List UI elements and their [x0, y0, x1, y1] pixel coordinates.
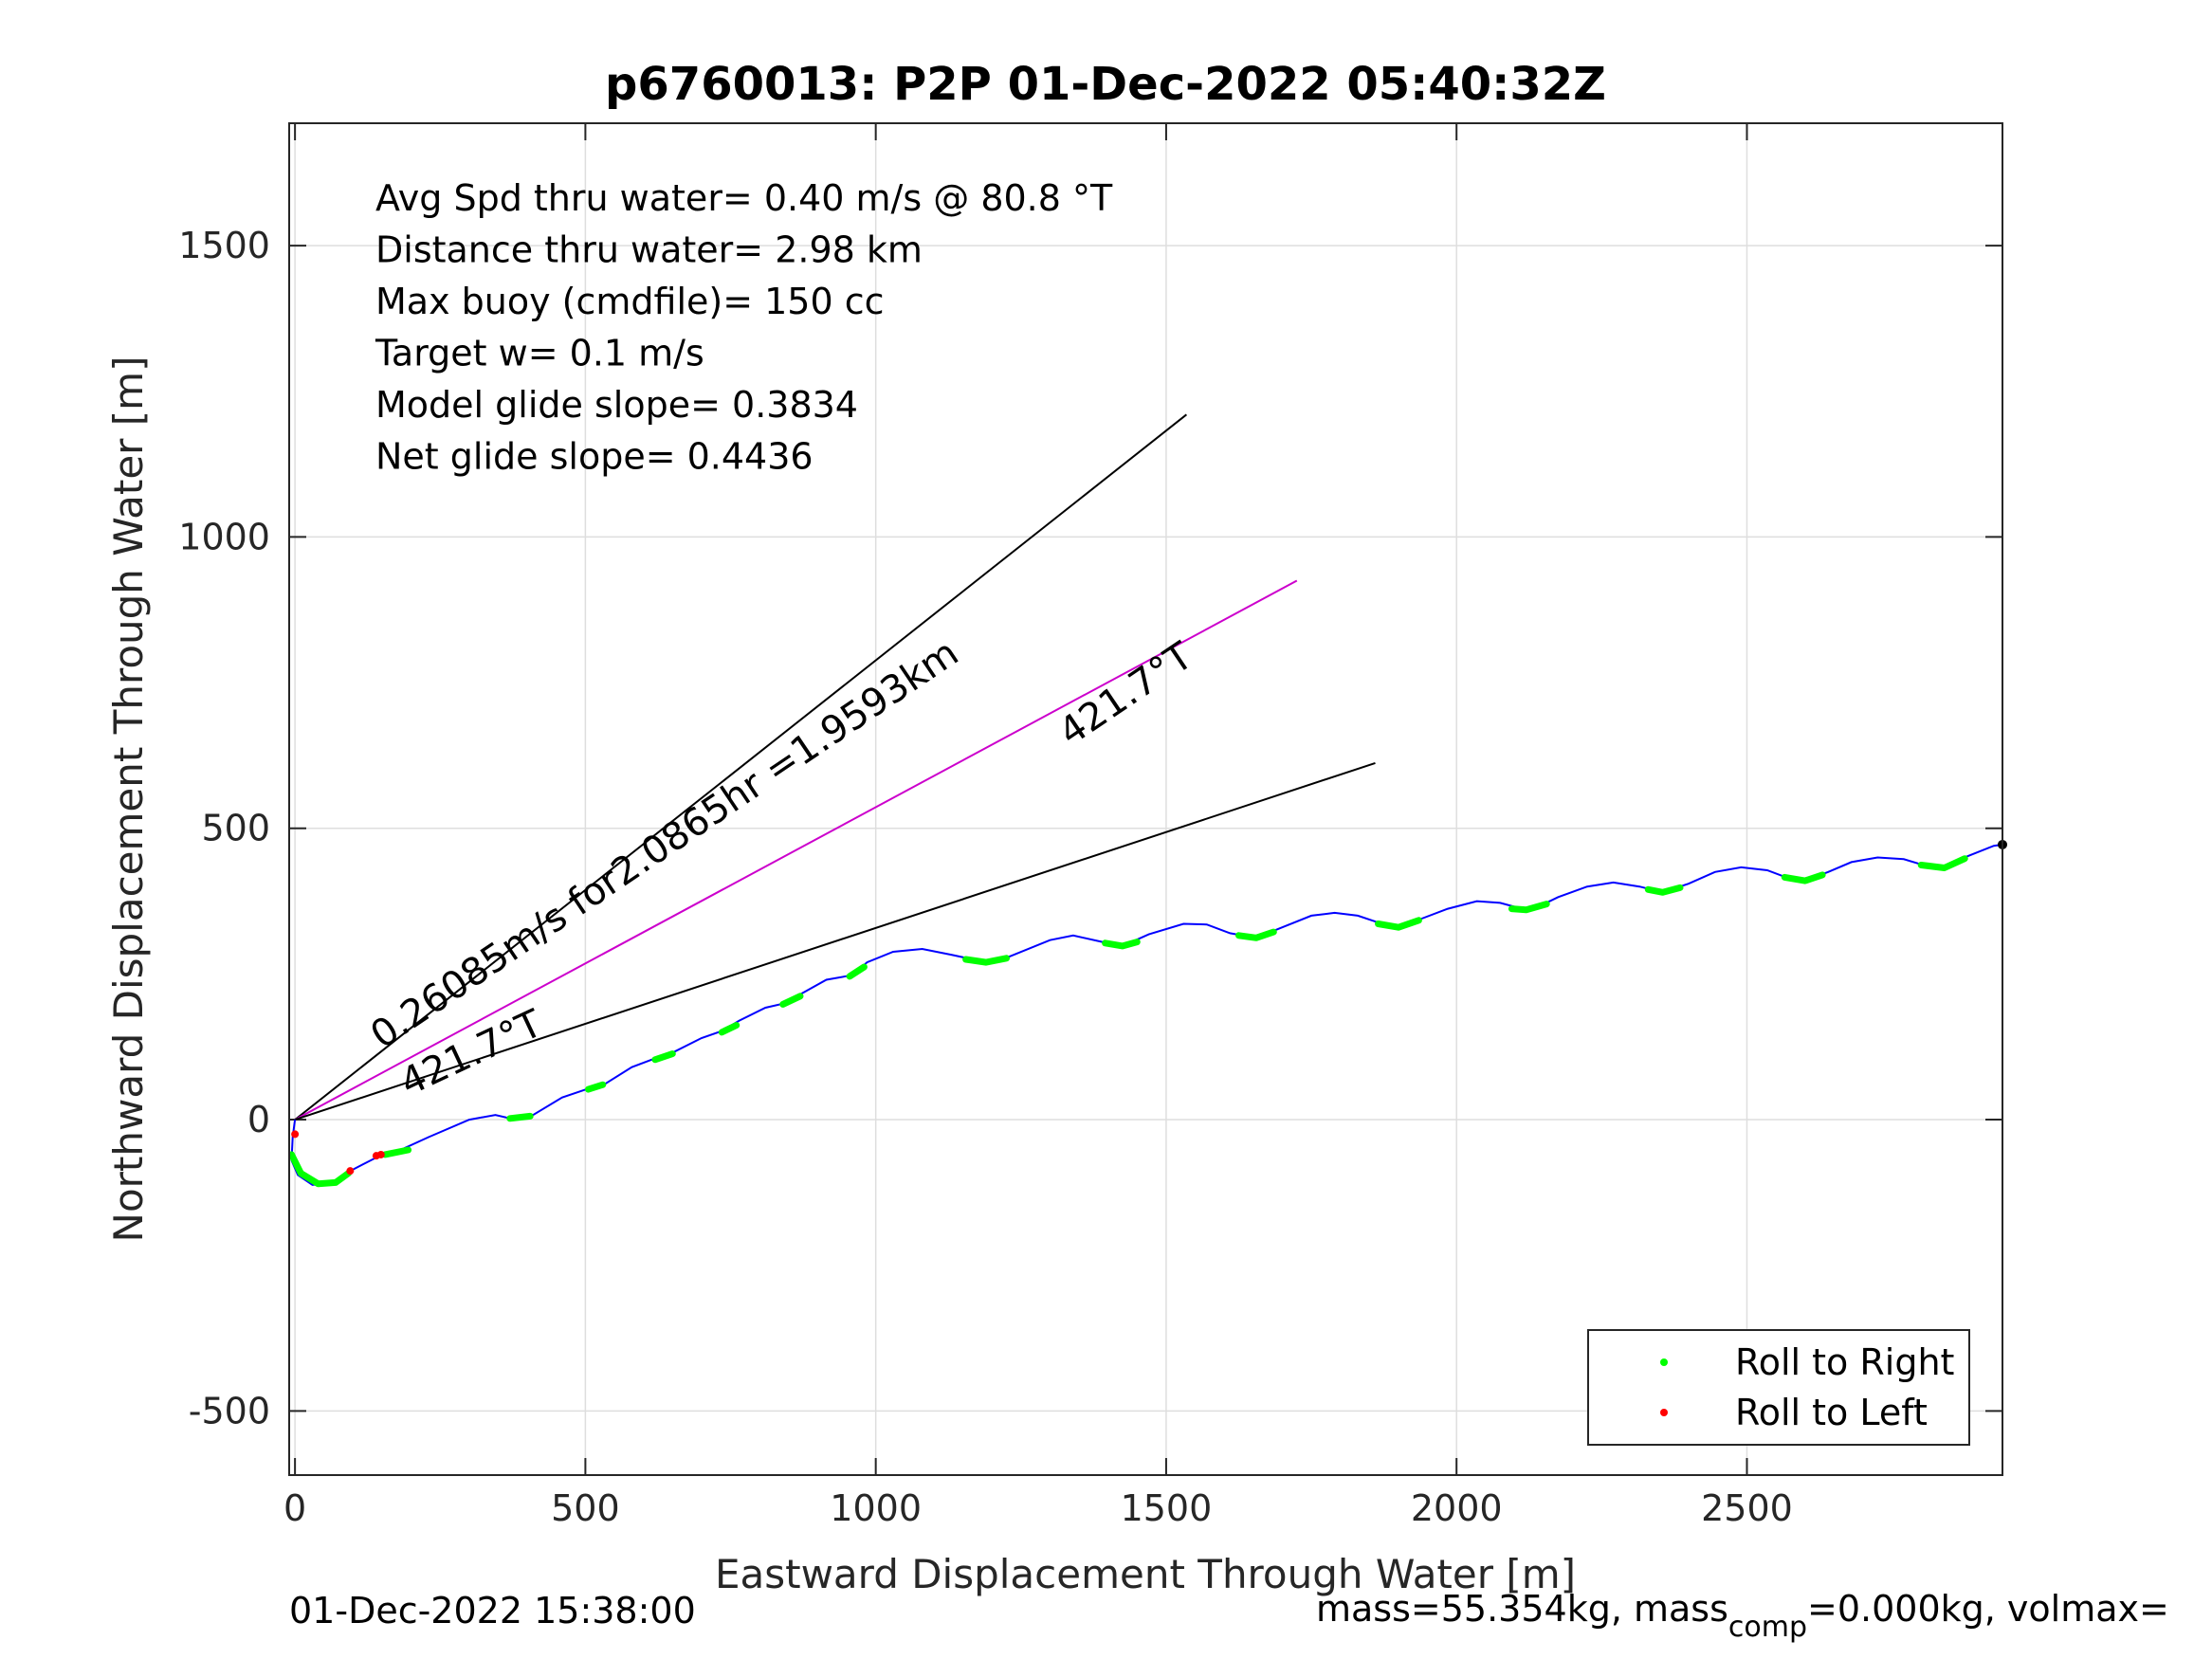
y-tick-label: 500	[201, 808, 270, 849]
roll-right-segment	[585, 1081, 607, 1093]
roll-right-segment	[506, 1112, 534, 1122]
roll-right-segment	[1102, 939, 1141, 950]
chart-title: p6760013: P2P 01-Dec-2022 05:40:32Z	[605, 58, 1606, 111]
info-line: Net glide slope= 0.4436	[375, 436, 814, 478]
footer-mass-prefix: mass=55.354kg, mass	[1316, 1588, 1728, 1630]
footer-timestamp: 01-Dec-2022 15:38:00	[289, 1590, 696, 1632]
reference-line	[294, 761, 1376, 1121]
reference-lines	[294, 413, 1376, 1121]
x-tick-label: 2500	[1701, 1487, 1793, 1529]
roll-right-segment	[1375, 917, 1422, 931]
roll-right-segment	[779, 993, 804, 1008]
legend-label-roll-left: Roll to Left	[1735, 1392, 1928, 1433]
x-tick-label: 1500	[1121, 1487, 1213, 1529]
y-axis-ticks: -500 0 500 1000 1500	[178, 225, 2002, 1431]
x-axis-label: Eastward Displacement Through Water [m]	[715, 1551, 1576, 1597]
plot-frame	[288, 122, 2003, 1476]
legend-marker-roll-left	[1660, 1409, 1668, 1416]
info-line: Target w= 0.1 m/s	[375, 333, 704, 374]
legend-box	[1587, 1329, 1970, 1446]
roll-right-segment	[962, 955, 1010, 966]
x-axis-ticks: 0 500 1000 1500 2000 2500	[283, 123, 1793, 1529]
roll-right-segment	[1917, 855, 1968, 871]
roll-left-point	[346, 1167, 355, 1176]
legend: Roll to Right Roll to Left	[1587, 1329, 1970, 1446]
roll-right-segment	[1644, 884, 1684, 896]
roll-right-segment	[718, 1022, 740, 1036]
footer-mass-suffix: =0.000kg, volmax=	[1807, 1588, 2169, 1630]
y-tick-label: -500	[189, 1390, 270, 1431]
roll-right-segment	[381, 1146, 412, 1158]
y-tick-label: 1500	[178, 225, 270, 266]
y-tick-label: 1000	[178, 516, 270, 557]
roll-right-segment	[288, 1151, 352, 1188]
roll-to-right-segments	[288, 855, 1968, 1188]
footer-mass-info: mass=55.354kg, masscomp=0.000kg, volmax=	[1316, 1588, 2169, 1644]
roll-right-segment	[846, 963, 868, 980]
roll-left-point	[376, 1150, 385, 1158]
roll-right-segment	[1235, 928, 1277, 941]
roll-right-segment	[1781, 871, 1826, 884]
info-line: Model glide slope= 0.3834	[375, 384, 858, 426]
roll-right-segment	[651, 1050, 676, 1064]
roll-left-point	[291, 1130, 300, 1139]
info-line: Max buoy (cmdfile)= 150 cc	[375, 281, 885, 322]
reference-line	[294, 413, 1188, 1121]
legend-marker-roll-right	[1660, 1358, 1668, 1366]
info-line: Avg Spd thru water= 0.40 m/s @ 80.8 °T	[375, 177, 1113, 219]
x-tick-label: 1000	[830, 1487, 922, 1529]
grid-lines	[289, 123, 2002, 1475]
legend-label-roll-right: Roll to Right	[1735, 1341, 1954, 1383]
reference-line	[294, 579, 1298, 1121]
footer-mass-subscript: comp	[1728, 1611, 1807, 1644]
roll-right-segment	[1508, 901, 1550, 914]
x-tick-label: 0	[283, 1487, 306, 1529]
y-axis-label: Northward Displacement Through Water [m]	[105, 356, 152, 1243]
plot-background	[289, 123, 2002, 1475]
info-text-block: Avg Spd thru water= 0.40 m/s @ 80.8 °T Di…	[375, 177, 1113, 478]
roll-to-left-points	[291, 1130, 385, 1176]
x-tick-label: 500	[551, 1487, 620, 1529]
info-line: Distance thru water= 2.98 km	[375, 229, 923, 271]
x-tick-label: 2000	[1411, 1487, 1503, 1529]
y-tick-label: 0	[247, 1099, 270, 1140]
